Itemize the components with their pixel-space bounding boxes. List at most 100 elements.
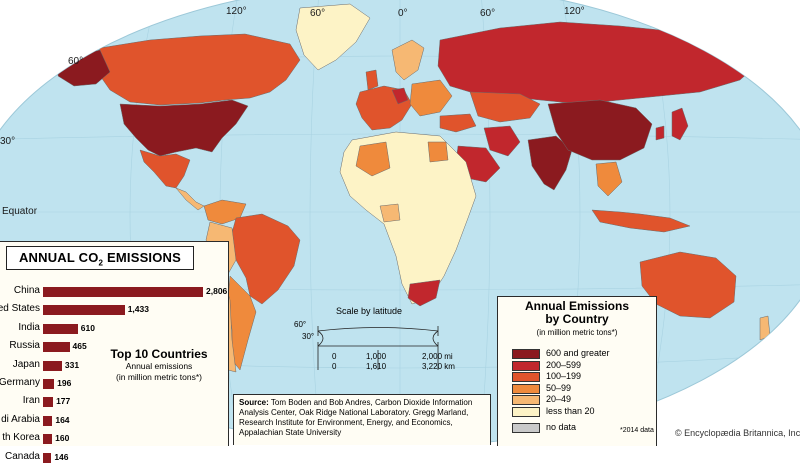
legend-item: 20–49	[512, 394, 652, 406]
legend-item: 200–599	[512, 360, 652, 372]
bar	[43, 323, 78, 334]
legend-item: 50–99	[512, 382, 652, 395]
bar	[43, 415, 53, 426]
legend-label: 50–99	[546, 382, 572, 393]
legend-panel: Annual Emissions by Country (in million …	[497, 296, 657, 446]
bar-country-label: ed States	[0, 303, 40, 315]
lat-label-30n: 30°	[0, 136, 16, 147]
legend-swatch-no-data	[512, 423, 540, 433]
legend-no-data: no data	[512, 422, 652, 434]
eastern-europe	[409, 79, 453, 117]
south-africa	[407, 279, 441, 307]
bar-value-label: 160	[55, 433, 70, 444]
scale-mi-2000: 2,000 mi	[422, 352, 453, 361]
bar-value-label: 610	[80, 322, 95, 333]
india	[527, 135, 573, 191]
lon-label-120w: 120°	[226, 6, 247, 17]
emissions-chart-panel: ANNUAL CO2 EMISSIONS China 2,806 ed States…	[0, 241, 229, 463]
legend-label: 100–199	[546, 371, 582, 381]
bar-row: China 2,806	[0, 284, 228, 298]
legend-title-line2: by Country	[545, 312, 609, 326]
top10-subheading-2: (in million metric tons*)	[116, 372, 202, 382]
source-text: Tom Boden and Bob Andres, Carbon Dioxide…	[239, 398, 473, 437]
greenland	[295, 3, 371, 71]
bar-row: Iran 177	[0, 394, 228, 408]
scale-by-latitude: Scale by latitude 60° 30° 0 1,000 2,000 …	[288, 306, 488, 376]
legend-label: 20–49	[546, 394, 572, 404]
nigeria	[379, 203, 401, 223]
bar-row: India 610	[0, 321, 228, 335]
mexico	[139, 149, 191, 189]
emissions-chart-title: ANNUAL CO2 EMISSIONS	[6, 246, 194, 270]
lon-label-0: 0°	[398, 8, 408, 19]
legend-swatch	[512, 349, 540, 359]
source-label: Source:	[239, 398, 269, 407]
lat-label-60n: 60°	[68, 56, 84, 67]
bar-value-label: 177	[56, 396, 71, 407]
scale-mi-1000: 1,000	[366, 352, 387, 361]
scandinavia	[391, 39, 425, 81]
scale-mi-0: 0	[332, 352, 337, 361]
usa	[119, 99, 249, 157]
bar-country-label: China	[13, 285, 40, 296]
footnote: *2014 data	[620, 427, 654, 434]
china	[547, 99, 653, 161]
bar-country-label: Iran	[22, 395, 40, 407]
bar-country-label: Japan	[12, 358, 40, 370]
legend-swatch	[512, 406, 540, 417]
bar	[43, 452, 52, 463]
bar	[43, 305, 125, 316]
bar	[43, 342, 70, 353]
scale-km-1610: 1,610	[366, 362, 387, 371]
bar-value-label: 331	[64, 359, 80, 370]
bar-country-label: Germany	[0, 377, 40, 388]
legend-swatch	[512, 360, 540, 371]
bar-row: Russia 465	[0, 339, 228, 353]
legend-label: less than 20	[546, 405, 595, 416]
bar	[43, 434, 53, 445]
bar	[43, 397, 54, 408]
bar-country-label: di Arabia	[1, 413, 40, 425]
scale-lat-60: 60°	[294, 320, 307, 329]
top10-subheading-1: Annual emissions	[125, 361, 193, 371]
indonesia	[591, 209, 691, 233]
bar-country-label: th Korea	[2, 432, 40, 444]
germany	[391, 87, 409, 105]
bar-row: ed States 1,433	[0, 302, 228, 316]
bar-country-label: Russia	[9, 340, 40, 352]
bar-row: th Korea 160	[0, 431, 228, 445]
legend-label: 600 and greater	[546, 348, 610, 358]
legend-swatch	[512, 383, 540, 394]
bar-row: di Arabia 164	[0, 413, 228, 427]
bar	[43, 287, 203, 297]
top10-heading: Top 10 Countries	[110, 347, 208, 361]
russia	[437, 21, 761, 105]
legend-item: 600 and greater	[512, 348, 652, 360]
legend-swatch	[512, 372, 540, 382]
australia	[639, 251, 737, 319]
south-korea	[655, 125, 665, 141]
bar-country-label: India	[18, 321, 40, 333]
legend-item: less than 20	[512, 405, 652, 418]
scale-graphic	[317, 326, 439, 370]
lon-label-60w: 60°	[310, 8, 326, 19]
scale-km-3220: 3,220 km	[422, 362, 455, 371]
legend-swatch	[512, 395, 540, 405]
legend-title: Annual Emissions by Country	[498, 300, 656, 326]
bar	[43, 360, 62, 371]
legend-label-no-data: no data	[546, 422, 577, 432]
legend-subtitle: (in million metric tons*)	[536, 328, 618, 337]
bar-value-label: 2,806	[206, 286, 228, 296]
bar-value-label: 1,433	[127, 304, 149, 315]
bar-value-label: 465	[72, 341, 87, 352]
lon-label-120e: 120°	[564, 6, 585, 17]
bar-value-label: 146	[54, 451, 69, 462]
scale-km-0: 0	[332, 362, 337, 371]
uk	[365, 69, 379, 91]
kazakhstan	[469, 91, 541, 123]
legend-title-line1: Annual Emissions	[524, 299, 630, 313]
bar	[43, 379, 55, 389]
scale-title: Scale by latitude	[336, 306, 403, 316]
credit: © Encyclopædia Britannica, Inc.	[675, 428, 800, 438]
bar-value-label: 196	[57, 378, 72, 388]
